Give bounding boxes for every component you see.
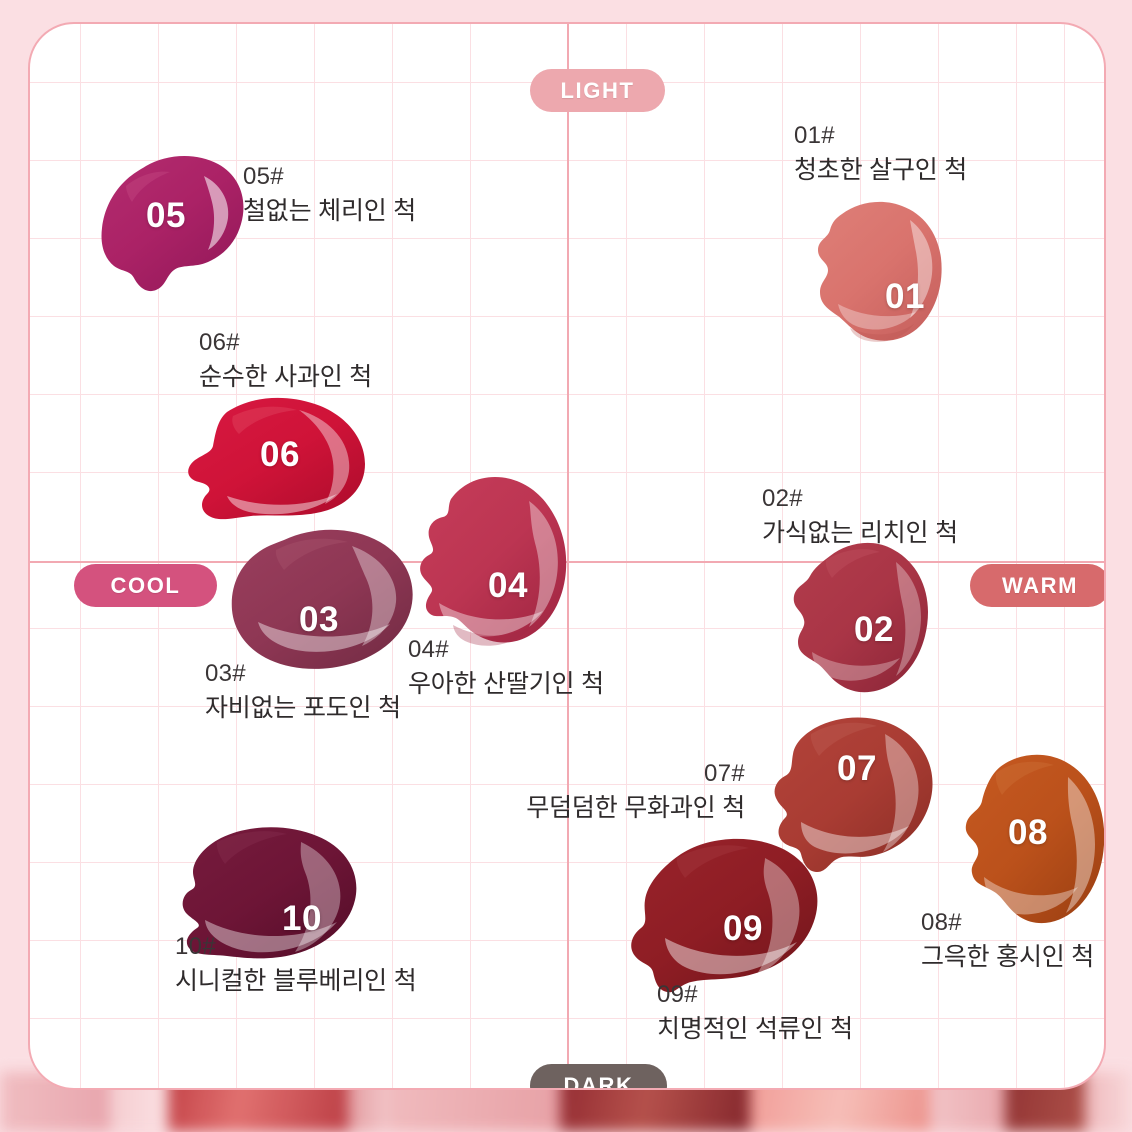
shade-swatch-02[interactable]: 02 bbox=[782, 532, 942, 707]
shade-label-03: 03# 자비없는 포도인 척 bbox=[205, 657, 401, 727]
axis-label-cool[interactable]: COOL bbox=[74, 564, 217, 607]
grid-line-v bbox=[782, 24, 783, 1088]
shade-label-04: 04# 우아한 산딸기인 척 bbox=[408, 633, 604, 703]
shade-label-01: 01# 청초한 살구인 척 bbox=[794, 119, 967, 189]
shade-name-02: 가식없는 리치인 척 bbox=[762, 519, 958, 548]
shade-name-01: 청초한 살구인 척 bbox=[794, 156, 968, 185]
axis-label-dark[interactable]: DARK bbox=[530, 1064, 667, 1090]
axis-horizontal-cool-warm bbox=[30, 561, 1104, 563]
shade-label-02: 02# 가식없는 리치인 척 bbox=[762, 482, 958, 552]
shade-name-04: 우아한 산딸기인 척 bbox=[408, 670, 604, 699]
shade-code-01: 01# bbox=[794, 122, 835, 149]
shade-swatch-09[interactable]: 09 bbox=[625, 834, 825, 999]
axis-label-light-text: LIGHT bbox=[560, 77, 635, 103]
shade-name-07: 무덤덤한 무화과인 척 bbox=[526, 794, 745, 823]
shade-name-05: 철없는 체리인 척 bbox=[243, 197, 417, 226]
shade-code-09: 09# bbox=[657, 981, 698, 1008]
grid-line-v bbox=[236, 24, 237, 1088]
shade-swatch-06[interactable]: 06 bbox=[175, 392, 385, 537]
shade-code-07: 07# bbox=[704, 760, 745, 787]
axis-label-light[interactable]: LIGHT bbox=[530, 69, 665, 112]
grid-line-v bbox=[1064, 24, 1065, 1088]
shade-code-06: 06# bbox=[199, 329, 240, 356]
shade-map-card: 05 01 bbox=[28, 22, 1106, 1090]
grid-line-v bbox=[938, 24, 939, 1088]
shade-label-08: 08# 그윽한 홍시인 척 bbox=[921, 906, 1094, 976]
shade-name-08: 그윽한 홍시인 척 bbox=[921, 943, 1095, 972]
shade-swatch-01[interactable]: 01 bbox=[798, 192, 968, 352]
shade-label-09: 09# 치명적인 석류인 척 bbox=[657, 978, 853, 1048]
axis-label-cool-text: COOL bbox=[110, 572, 181, 598]
grid-line-v bbox=[158, 24, 159, 1088]
shade-code-02: 02# bbox=[762, 485, 803, 512]
shade-name-03: 자비없는 포도인 척 bbox=[205, 694, 401, 723]
shade-name-09: 치명적인 석류인 척 bbox=[657, 1015, 853, 1044]
axis-label-dark-text: DARK bbox=[563, 1072, 634, 1090]
shade-code-04: 04# bbox=[408, 636, 449, 663]
grid-line-v bbox=[80, 24, 81, 1088]
shade-label-06: 06# 순수한 사과인 척 bbox=[199, 326, 372, 396]
grid-line-v bbox=[626, 24, 627, 1088]
grid-line-v bbox=[1016, 24, 1017, 1088]
axis-label-warm[interactable]: WARM bbox=[970, 564, 1104, 607]
shade-name-10: 시니컬한 블루베리인 척 bbox=[175, 967, 417, 996]
shade-name-06: 순수한 사과인 척 bbox=[199, 363, 373, 392]
shade-code-05: 05# bbox=[243, 163, 284, 190]
shade-label-07: 07# 무덤덤한 무화과인 척 bbox=[285, 757, 745, 827]
shade-code-10: 10# bbox=[175, 933, 216, 960]
shade-label-05: 05# 철없는 체리인 척 bbox=[243, 160, 416, 230]
shade-swatch-08[interactable]: 08 bbox=[948, 749, 1104, 934]
axis-vertical-light-dark bbox=[567, 24, 569, 1088]
axis-label-warm-text: WARM bbox=[1001, 572, 1079, 598]
grid-line-v bbox=[704, 24, 705, 1088]
shade-label-10: 10# 시니컬한 블루베리인 척 bbox=[175, 930, 417, 1000]
shade-code-08: 08# bbox=[921, 909, 962, 936]
shade-code-03: 03# bbox=[205, 660, 246, 687]
